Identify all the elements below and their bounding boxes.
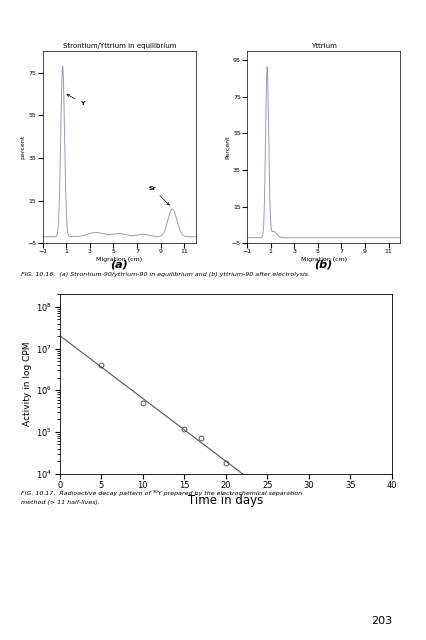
Text: FIG. 10.16.  (a) Strontium-90/yttrium-90 in equilibrium and (b) yttrium-90 after: FIG. 10.16. (a) Strontium-90/yttrium-90 … [21, 272, 310, 277]
X-axis label: Time in days: Time in days [188, 495, 263, 508]
Text: 203: 203 [371, 616, 392, 626]
Title: Strontium/Yttrium in equilibrium: Strontium/Yttrium in equilibrium [63, 44, 176, 49]
Text: method (> 11 half-lives).: method (> 11 half-lives). [21, 500, 100, 506]
X-axis label: Migration (cm): Migration (cm) [96, 257, 142, 262]
Y-axis label: percent: percent [21, 135, 26, 159]
Text: FIG. 10.17.  Radioactive decay pattern of ⁹⁰Y prepared by the electrochemical se: FIG. 10.17. Radioactive decay pattern of… [21, 490, 302, 495]
Y-axis label: Activity in log CPM: Activity in log CPM [23, 342, 32, 426]
Text: (b): (b) [315, 259, 333, 269]
Title: Yttrium: Yttrium [311, 44, 337, 49]
Text: Y: Y [67, 94, 85, 106]
X-axis label: Migration (cm): Migration (cm) [301, 257, 347, 262]
Text: Sr: Sr [149, 186, 169, 205]
Y-axis label: Percent: Percent [225, 136, 230, 159]
Text: (a): (a) [110, 259, 128, 269]
